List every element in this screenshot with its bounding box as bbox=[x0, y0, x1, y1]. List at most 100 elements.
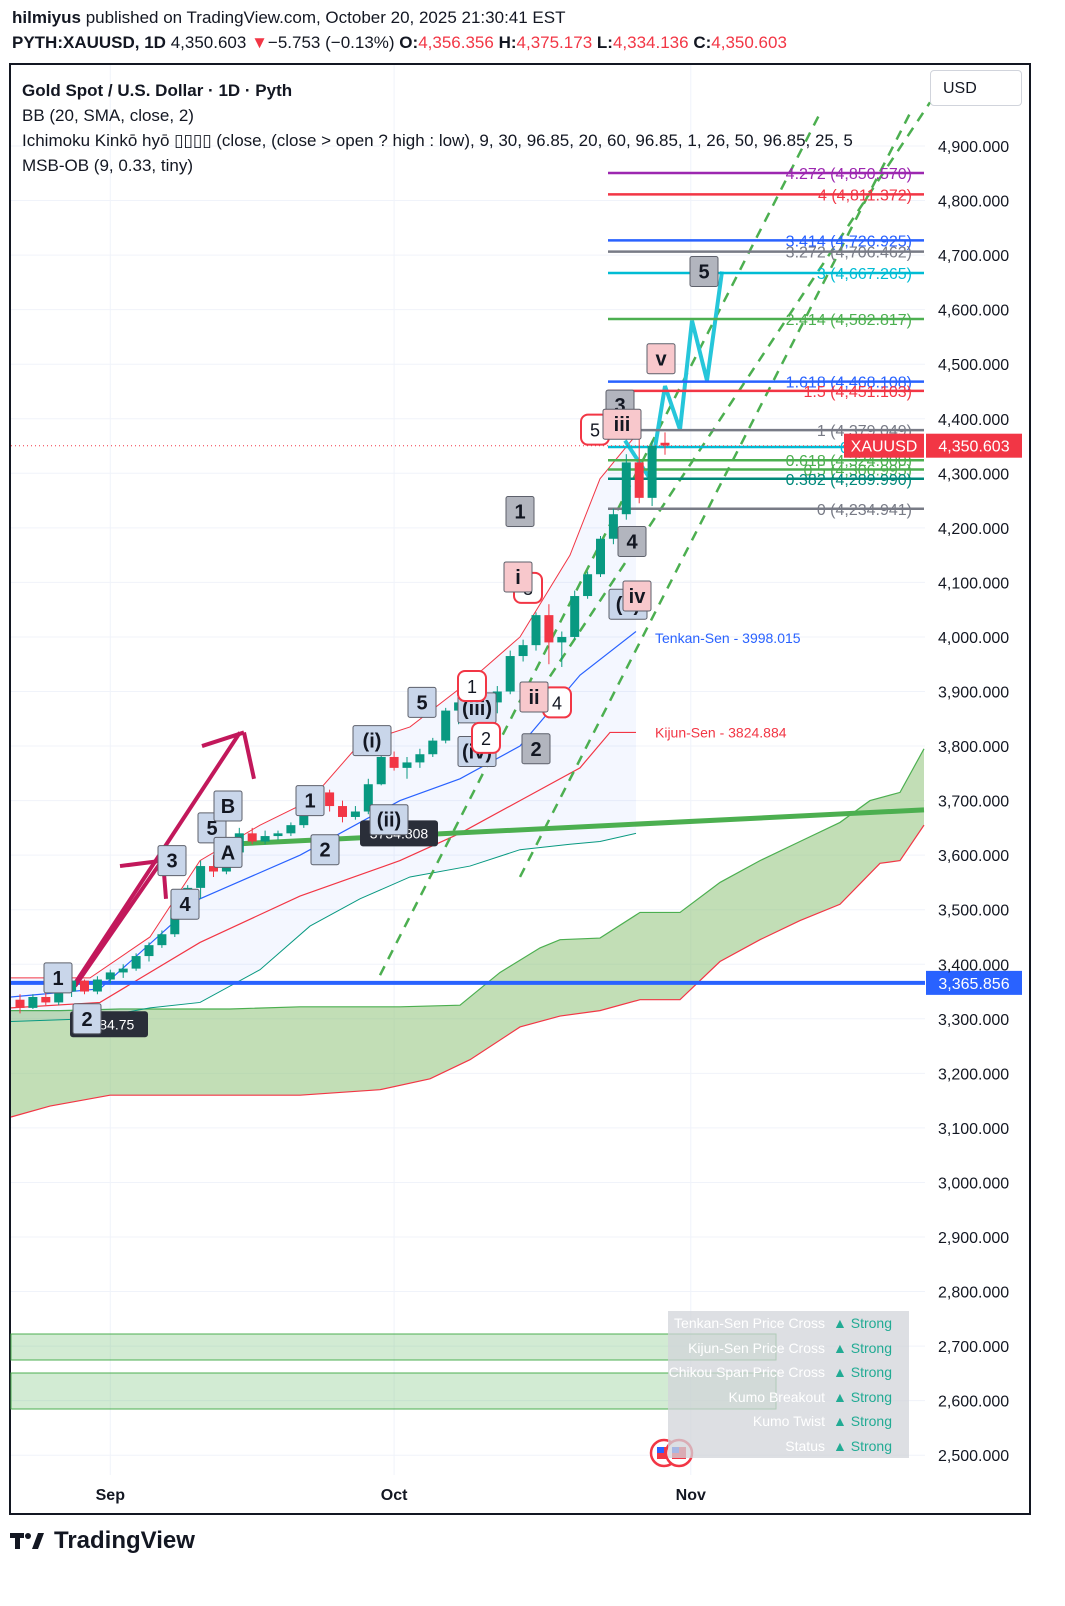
candle-body bbox=[376, 756, 386, 785]
legend-msb[interactable]: MSB-OB (9, 0.33, tiny) bbox=[22, 156, 193, 175]
candle-body bbox=[389, 756, 399, 768]
author-name[interactable]: hilmiyus bbox=[12, 8, 81, 27]
price-tick-label: 2,800.000 bbox=[938, 1285, 1009, 1302]
candle-body bbox=[441, 710, 451, 741]
price-tick-label: 4,300.000 bbox=[938, 466, 1009, 483]
fib-label: 4 (4,811.372) bbox=[818, 187, 912, 204]
wave-label: v bbox=[655, 349, 667, 371]
wave-label: iv bbox=[629, 586, 647, 608]
wave-label: (i) bbox=[363, 731, 382, 753]
wave-label-box bbox=[457, 670, 487, 703]
signal-label: Kumo Twist bbox=[752, 1413, 825, 1429]
wave-label: 1 bbox=[304, 791, 315, 813]
symbol-tag bbox=[844, 433, 924, 458]
wave-label-box bbox=[519, 681, 549, 713]
currency-button[interactable]: USD bbox=[930, 70, 1022, 106]
ob-zone bbox=[10, 1372, 777, 1410]
candle-body bbox=[634, 462, 644, 498]
candle-body bbox=[570, 596, 580, 637]
wave-label-box bbox=[369, 804, 409, 836]
candle-body bbox=[338, 806, 347, 817]
signal-value: ▲ Strong bbox=[833, 1413, 892, 1429]
price-tick-label: 3,600.000 bbox=[938, 848, 1009, 865]
wave-label: 5 bbox=[698, 261, 709, 283]
wave-label: 5 bbox=[416, 692, 427, 714]
last-price-tag bbox=[926, 433, 1022, 458]
signal-row: Status ▲ Strong bbox=[668, 1434, 909, 1459]
bollinger-bands: Tenkan-Sen - 3998.015 Kijun-Sen - 3824.88… bbox=[10, 434, 801, 1023]
candle-body bbox=[15, 999, 25, 1008]
wave-label: B bbox=[221, 796, 235, 818]
candle-body bbox=[428, 740, 438, 755]
candle-body bbox=[608, 514, 618, 539]
candle-body bbox=[299, 808, 309, 826]
time-tick-label: Sep bbox=[96, 1487, 126, 1504]
open-label: O: bbox=[399, 33, 419, 52]
fib-label: 1.618 (4,468.108) bbox=[786, 375, 912, 392]
price-tick-label: 2,600.000 bbox=[938, 1394, 1009, 1411]
candle-body bbox=[583, 574, 593, 597]
wave-label-box bbox=[43, 962, 73, 994]
price-tick-label: 3,000.000 bbox=[938, 1175, 1009, 1192]
candle-body bbox=[170, 909, 180, 935]
signal-row: Tenkan-Sen Price Cross ▲ Strong bbox=[668, 1311, 909, 1336]
price-tick-label: 4,100.000 bbox=[938, 575, 1009, 592]
signal-row: Kijun-Sen Price Cross ▲ Strong bbox=[668, 1336, 909, 1361]
channel-line bbox=[538, 101, 932, 693]
wave-label-box bbox=[310, 834, 340, 866]
channel-line bbox=[518, 112, 912, 878]
wave-label-box bbox=[689, 255, 719, 287]
wave-label-box bbox=[503, 561, 533, 593]
legend-ichimoku[interactable]: Ichimoku Kinkō hyō ▯▯▯▯ (close, (close >… bbox=[22, 131, 853, 150]
legend-title[interactable]: Gold Spot / U.S. Dollar · 1D · Pyth bbox=[22, 81, 293, 100]
wave-label-box bbox=[407, 686, 437, 718]
close-label: C: bbox=[693, 33, 712, 52]
us-flag-icon-canton bbox=[657, 1447, 664, 1453]
fib-label: 3.414 (4,726.925) bbox=[786, 233, 912, 250]
high-value: 4,375.173 bbox=[516, 33, 593, 52]
candle-body bbox=[647, 446, 657, 498]
impulse-arrow bbox=[242, 731, 256, 780]
wave-label: 2 bbox=[81, 1009, 92, 1031]
fib-levels: 4.272 (4,850.570) 4 (4,811.372) 3.414 (4,7… bbox=[11, 166, 1022, 519]
candle-body bbox=[41, 996, 51, 1003]
senkou-a-line bbox=[11, 748, 925, 1012]
signal-label: Kijun-Sen Price Cross bbox=[688, 1339, 825, 1356]
price-tick-label: 4,800.000 bbox=[938, 194, 1009, 211]
price-tick-label: 4,000.000 bbox=[938, 630, 1009, 647]
candle-body bbox=[660, 442, 670, 446]
wave-label: 1 bbox=[467, 677, 477, 697]
price-tick-label: 3,100.000 bbox=[938, 1121, 1009, 1138]
ob-zone bbox=[10, 1333, 777, 1361]
candle-body bbox=[157, 934, 167, 946]
legend-bb[interactable]: BB (20, SMA, close, 2) bbox=[22, 106, 194, 125]
last-price: 4,350.603 bbox=[170, 33, 247, 52]
tenkan-label: Tenkan-Sen - 3998.015 bbox=[655, 630, 801, 646]
close-value: 4,350.603 bbox=[711, 33, 787, 52]
time-axis: Sep Oct Nov bbox=[96, 1487, 706, 1504]
tradingview-brand: TradingView bbox=[10, 1527, 195, 1555]
candle-body bbox=[54, 991, 64, 1003]
wave-label: 2 bbox=[530, 739, 541, 761]
impulse-arrow bbox=[201, 730, 245, 748]
fib-label: 2.414 (4,582.817) bbox=[786, 312, 912, 329]
candle-body bbox=[557, 636, 567, 643]
ohlc-bar: PYTH:XAUUSD, 1D 4,350.603 ▼−5.753 (−0.13… bbox=[12, 33, 787, 53]
price-tick-label: 3,400.000 bbox=[938, 957, 1009, 974]
ichimoku-signal-table: Tenkan-Sen Price Cross ▲ Strong Kijun-Sen … bbox=[668, 1311, 909, 1458]
chart-frame[interactable] bbox=[9, 63, 1031, 1515]
wave-label: A bbox=[221, 842, 235, 864]
low-label: L: bbox=[596, 33, 613, 52]
price-tick-label: 2,900.000 bbox=[938, 1230, 1009, 1247]
wave-label: i bbox=[515, 567, 521, 589]
candle-body bbox=[505, 656, 515, 692]
signal-row: Chikou Span Price Cross ▲ Strong bbox=[668, 1360, 909, 1385]
support-price-tag bbox=[926, 970, 1022, 995]
change-value: −5.753 (−0.13%) bbox=[267, 33, 395, 52]
wave-label: 4 bbox=[552, 693, 562, 713]
tradingview-logo-icon bbox=[10, 1530, 46, 1552]
wave-label-box bbox=[352, 725, 392, 757]
price-tick-label: 3,700.000 bbox=[938, 794, 1009, 811]
wave-label-box bbox=[213, 836, 243, 868]
